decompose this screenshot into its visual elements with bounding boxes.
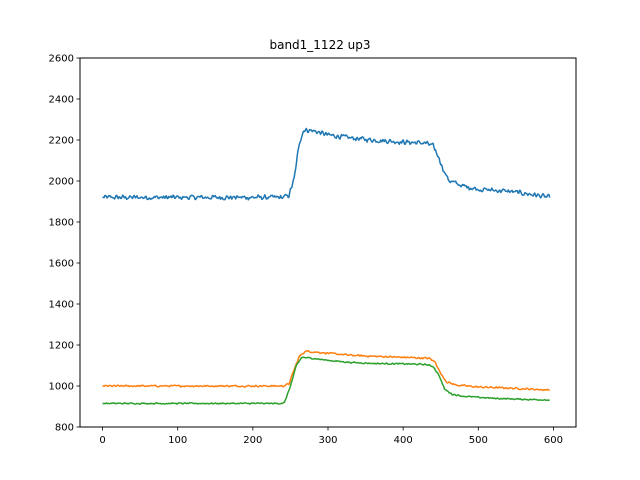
x-tick-label: 400 <box>394 435 413 446</box>
plot-area <box>102 127 551 405</box>
x-tick-label: 100 <box>168 435 187 446</box>
series-line-1 <box>102 350 551 392</box>
y-tick-label: 1400 <box>49 300 74 311</box>
plot-frame <box>79 57 577 428</box>
y-tick-label: 2600 <box>49 54 74 65</box>
y-tick-label: 2200 <box>49 136 74 147</box>
x-tick-label: 0 <box>99 435 105 446</box>
y-tick-label: 800 <box>55 423 74 434</box>
x-tick-label: 300 <box>318 435 337 446</box>
series-line-2 <box>102 356 551 405</box>
x-axis: 0 100 200 300 400 500 600 <box>99 427 563 446</box>
y-tick-label: 2400 <box>49 95 74 106</box>
y-tick-label: 1800 <box>49 218 74 229</box>
y-tick-label: 1200 <box>49 341 74 352</box>
y-axis: 800 1000 1200 1400 1600 1800 2000 2200 2400 2600 <box>49 54 80 434</box>
y-tick-label: 1600 <box>49 259 74 270</box>
x-tick-label: 600 <box>544 435 563 446</box>
series-line-0 <box>102 127 551 201</box>
y-tick-label: 1000 <box>49 382 74 393</box>
y-tick-label: 2000 <box>49 177 74 188</box>
x-tick-label: 200 <box>243 435 262 446</box>
x-tick-label: 500 <box>469 435 488 446</box>
chart-title: band1_1122 up3 <box>269 38 370 52</box>
